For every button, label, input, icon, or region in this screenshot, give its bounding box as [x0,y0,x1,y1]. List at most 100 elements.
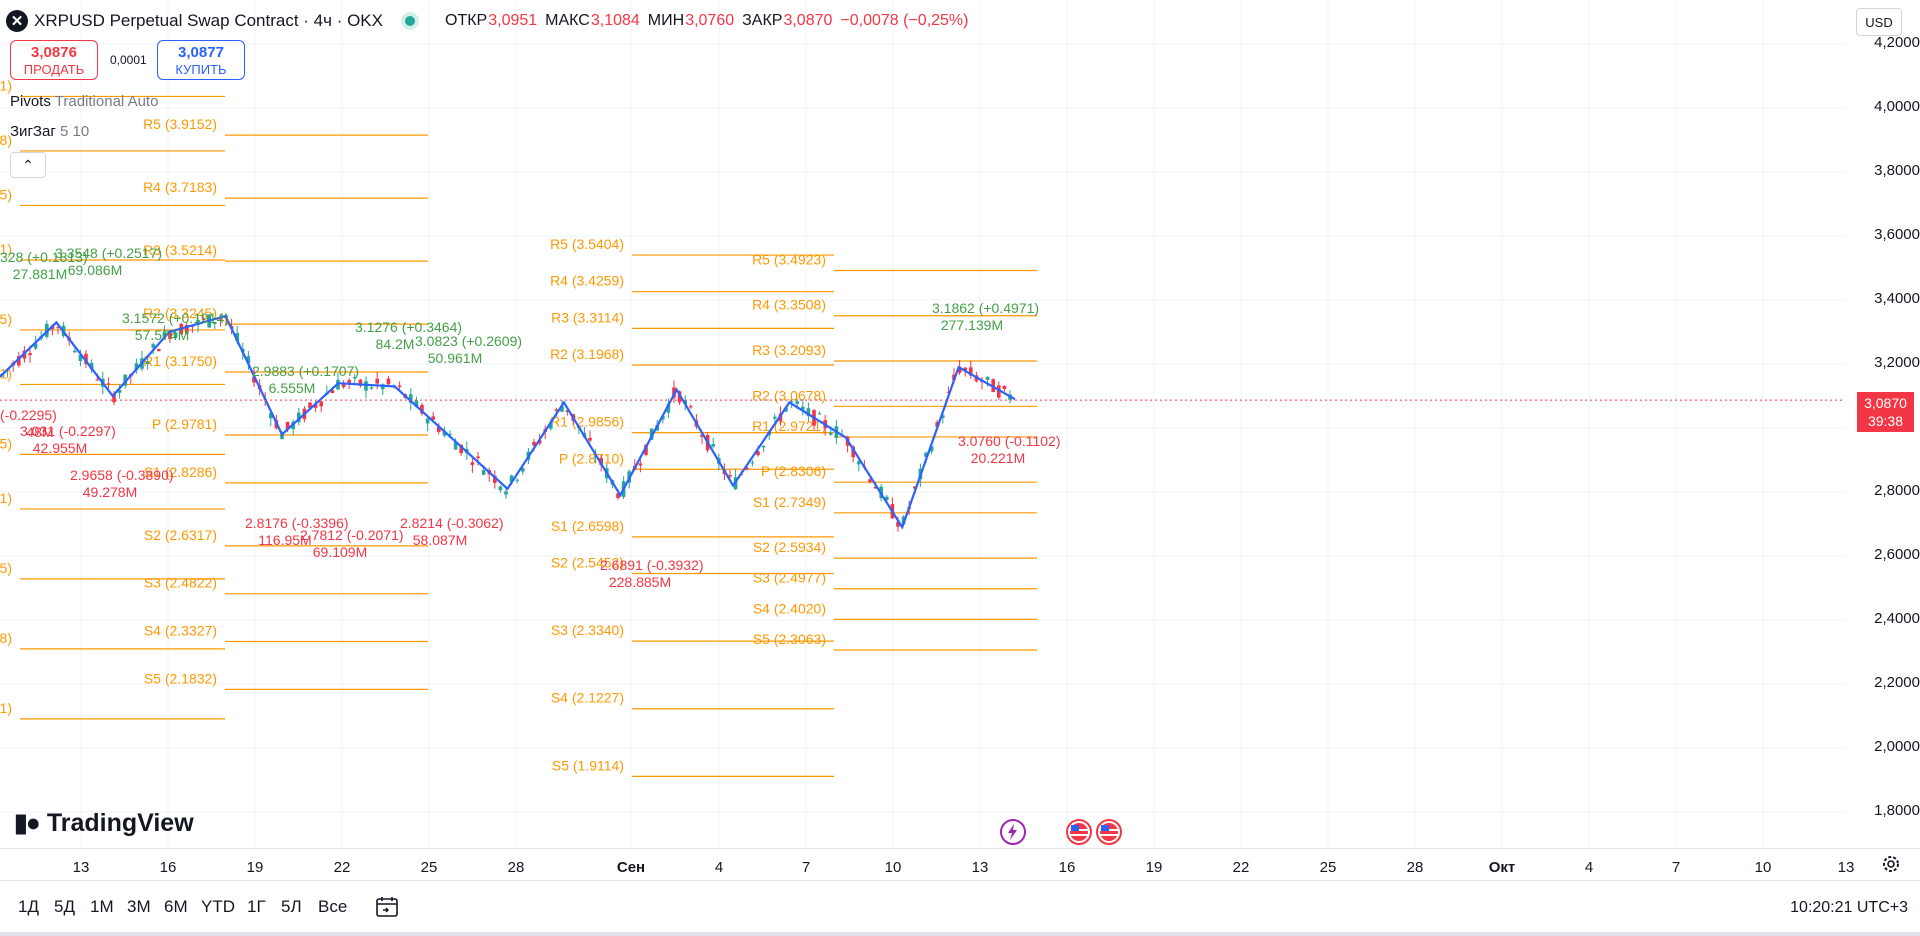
collapse-legend-button[interactable]: ⌃ [10,152,46,178]
pivot-level-label: S1 (2.8286) [144,464,217,480]
candle-body [459,444,463,454]
price-tick-label: 4,0000 [1874,98,1920,115]
clock-timezone[interactable]: 10:20:21 UTC+3 [1790,899,1908,916]
low-label: МИН [647,12,685,29]
candle-body [565,410,570,412]
currency-selector[interactable]: USD [1856,8,1902,36]
logo-text: TradingView [46,808,194,837]
candle-body [649,428,654,440]
range-button-5d[interactable]: 5Д [54,897,75,916]
zigzag-volume-label: 116.95M [258,532,311,548]
zigzag-volume-label: 57.574M [135,327,189,343]
range-button-ytd[interactable]: YTD [201,897,235,916]
time-tick-label: 25 [420,859,438,876]
candle-body [397,385,402,387]
candle-body [420,404,424,414]
candle-body [168,331,172,339]
range-button-all[interactable]: Все [318,897,348,916]
candle-body [817,413,822,415]
candle-body [134,363,139,370]
candle-body [112,393,116,403]
pivot-level-label: R2 (3.5251) [0,241,12,257]
candle-body [851,446,855,458]
time-tick-label: 4 [1584,859,1594,876]
candle-body [588,437,592,441]
candle-body [347,380,351,384]
candle-body [985,376,990,380]
price-tick-label: 2,6000 [1874,546,1920,563]
us-flag-event-icon[interactable] [1066,819,1092,845]
price-change: −0,0078 (−0,25%) [840,12,969,29]
pivot-level-label: S5 (1.9114) [552,757,624,773]
candle-body [857,461,861,465]
indicator-pivots[interactable]: Pivots Traditional Auto [10,93,158,110]
candle-body [364,381,368,391]
pivot-level-label: S4 (2.3327) [144,623,217,639]
candle-body [941,415,945,418]
tradingview-mark-icon: ▮● [14,809,41,837]
range-button-1m[interactable]: 1М [90,897,114,916]
open-value: 3,0951 [488,12,538,29]
zigzag-pivot-label: 2.9883 (+0.1707) [252,363,359,379]
zigzag-pivot-label: 3.1862 (+0.4971) [932,300,1039,316]
candle-body [868,479,872,483]
symbol-title[interactable]: XRPUSD Perpetual Swap Contract · 4ч · OK… [34,11,383,30]
zigzag-volume-label: 277.139M [941,317,1003,333]
candle-body [201,318,206,321]
buy-button[interactable]: 3,0877 КУПИТЬ [157,40,245,80]
calendar-range-icon[interactable] [374,895,400,919]
range-button-6m[interactable]: 6М [164,897,188,916]
sell-button[interactable]: 3,0876 ПРОДАТЬ [10,40,98,80]
indicator-params: 5 10 [59,123,90,140]
range-button-3m[interactable]: 3М [127,897,151,916]
pivot-level-label: P (2.9781) [152,416,217,432]
candle-body [537,440,542,444]
candle-body [689,406,693,408]
range-button-5y[interactable]: 5Л [281,897,302,916]
zigzag-volume-label: 27.881M [13,266,67,282]
chart-pane[interactable]: R5 (4.0361) R4 (3.8658) R3 (3.6955) R2 (3.5… [0,0,1845,848]
range-button-1d[interactable]: 1Д [18,897,39,916]
pivot-level-label: S3 (2.4977) [753,570,826,586]
pivot-level-label: S4 (2.4020) [753,600,826,616]
time-tick-label: 13 [1837,859,1855,876]
candle-body [756,451,760,456]
price-chart[interactable]: R5 (4.0361) R4 (3.8658) R3 (3.6955) R2 (3.5… [0,0,1845,848]
candle-body [913,486,917,489]
candle-body [745,467,749,470]
tradingview-logo[interactable]: ▮● TradingView [14,808,194,838]
zigzag-volume-label: 69.086M [68,262,122,278]
high-value: 3,1084 [590,12,640,29]
sell-price: 3,0876 [31,44,77,61]
price-tick-label: 3,8000 [1874,162,1920,179]
candle-body [666,404,671,413]
event-lightning-icon[interactable] [1000,819,1026,845]
candle-body [246,356,251,364]
zigzag-pivot-label: (-0.2295) [0,407,57,423]
pivot-level-label: R2 (3.1968) [550,346,624,362]
candle-body [95,379,99,381]
indicator-zigzag[interactable]: ЗигЗаг 5 10 [10,123,89,140]
gear-icon[interactable] [1880,853,1902,875]
candle-body [425,418,430,424]
zigzag-pivot-label: 3.1276 (+0.3464) [355,319,462,335]
sell-label: ПРОДАТЬ [23,62,85,77]
zigzag-pivot-label: 2.8214 (-0.3062) [400,515,504,531]
range-button-1y[interactable]: 1Г [247,897,266,916]
zigzag-volume-label: 58.087M [413,532,467,548]
candle-body [56,326,60,328]
time-tick-label: Окт [1488,859,1516,876]
candle-body [123,374,127,386]
pivot-level-label: S2 (2.5934) [753,539,826,555]
price-tick-label: 2,0000 [1874,738,1920,755]
candle-body [269,413,273,419]
time-tick-label: 22 [333,859,351,876]
candle-body [493,475,497,483]
zigzag-pivot-label: 328 (+0.1813) [0,249,88,265]
pivot-level-label: R4 (3.7183) [143,179,217,195]
candle-body [358,379,363,386]
zigzag-volume-label: 50.961M [428,350,482,366]
time-axis[interactable]: 13 16 19 22 25 28 Сен 4 7 10 13 16 19 22… [0,848,1920,881]
candle-body [957,366,962,373]
us-flag-event-icon[interactable] [1096,819,1122,845]
